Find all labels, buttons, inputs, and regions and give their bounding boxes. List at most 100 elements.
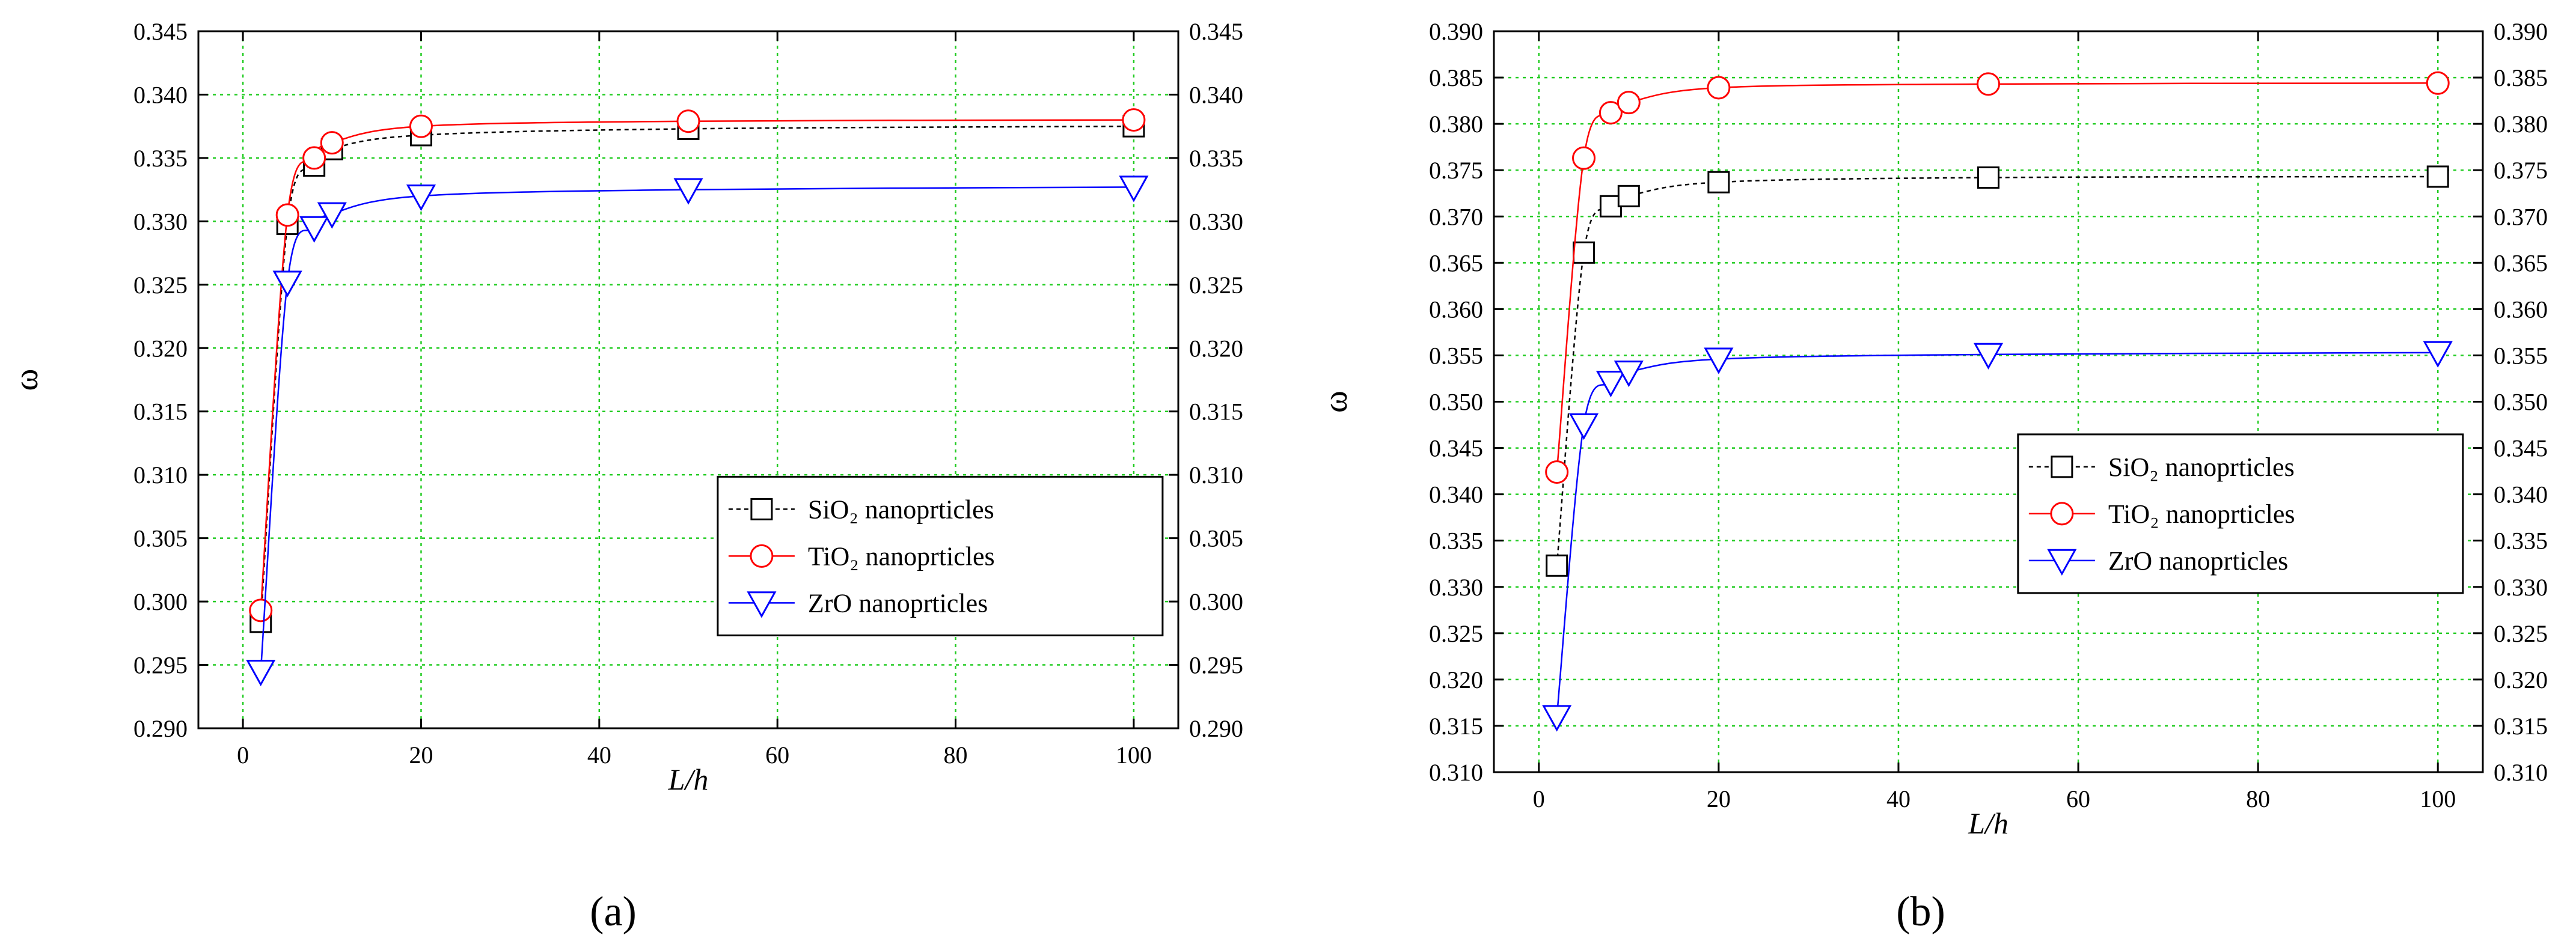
y-tick-label: 0.365: [1429, 249, 1483, 276]
y-tick-label: 0.305: [133, 525, 188, 552]
legend-label: ZrO nanoprticles: [808, 588, 988, 618]
triangle-marker: [1542, 705, 1572, 732]
legend: SiO₂ nanoprticles TiO₂ nanoprticles ZrO na…: [717, 475, 1164, 636]
circle-marker: [1707, 76, 1731, 100]
legend-triangle-marker: [2047, 549, 2077, 576]
panel-label: (a): [590, 889, 637, 935]
series-0: [1546, 165, 2449, 577]
y-tick-label: 0.385: [1429, 64, 1483, 91]
y-tick-label: 0.380: [1429, 111, 1483, 138]
triangle-marker: [673, 178, 703, 205]
x-tick-label: 20: [409, 741, 433, 769]
circle-marker: [1977, 72, 2000, 96]
grid: [1494, 31, 2483, 772]
y-tick-label-right: 0.295: [1189, 652, 1243, 679]
triangle-marker: [406, 184, 436, 212]
y-tick-label: 0.320: [133, 335, 188, 362]
y-tick-label-right: 0.360: [2494, 296, 2548, 323]
x-tick-label: 40: [587, 741, 611, 769]
y-tick-label-right: 0.370: [2494, 203, 2548, 230]
y-tick-label-right: 0.385: [2494, 64, 2548, 91]
y-tick-label-right: 0.345: [2494, 435, 2548, 462]
y-tick-label: 0.345: [1429, 435, 1483, 462]
series-line: [1556, 352, 2438, 717]
circle-marker: [1617, 91, 1641, 115]
triangle-marker: [1119, 175, 1149, 202]
y-tick-label: 0.335: [1429, 528, 1483, 555]
x-tick-label: 40: [1886, 785, 1911, 812]
x-tick-label: 0: [1533, 785, 1545, 812]
y-tick-label-right: 0.340: [1189, 81, 1243, 108]
triangle-marker: [1595, 371, 1626, 398]
legend-square-marker: [2051, 455, 2073, 478]
square-marker: [1546, 554, 1568, 577]
x-axis-label: L/h: [1968, 806, 2008, 840]
triangle-marker: [1704, 347, 1734, 374]
square-marker: [1707, 171, 1730, 193]
legend-circle-marker: [2050, 502, 2074, 526]
plot-frame: [197, 30, 1179, 729]
x-axis-label: L/h: [668, 763, 709, 796]
series-2: [1542, 341, 2453, 732]
circle-marker: [676, 109, 700, 133]
y-tick-label-right: 0.340: [2494, 481, 2548, 508]
y-tick-label: 0.355: [1429, 342, 1483, 369]
triangle-marker: [1973, 343, 2004, 370]
y-tick-label: 0.325: [1429, 620, 1483, 647]
triangle-marker: [272, 270, 302, 297]
series-line: [260, 125, 1134, 622]
y-axis-label: ω: [1317, 391, 1354, 413]
y-tick-label: 0.335: [133, 145, 188, 172]
y-tick-label: 0.360: [1429, 296, 1483, 323]
y-tick-label: 0.340: [1429, 481, 1483, 508]
chart-panel-b: 0 20 40 60 80 100 0.310 0.310 0.315 0.315 0.320 0.3…: [1317, 18, 2548, 935]
y-tick-label: 0.295: [133, 652, 188, 679]
legend-label: SiO₂ nanoprticles: [2108, 452, 2295, 482]
y-tick-label-right: 0.290: [1189, 715, 1243, 742]
circle-marker: [1599, 101, 1623, 125]
y-tick-label-right: 0.315: [2494, 713, 2548, 740]
y-tick-label: 0.390: [1429, 18, 1483, 45]
y-tick-label-right: 0.375: [2494, 157, 2548, 184]
square-marker: [1573, 241, 1595, 264]
legend-circle-marker: [750, 544, 774, 568]
y-tick-label: 0.330: [1429, 574, 1483, 601]
legend-label: ZrO nanoprticles: [2108, 546, 2288, 576]
y-tick-label: 0.340: [133, 81, 188, 108]
square-marker: [1599, 195, 1622, 218]
y-tick-label-right: 0.325: [2494, 620, 2548, 647]
series-1: [1545, 71, 2450, 484]
y-tick-label: 0.300: [133, 588, 188, 615]
y-tick-label: 0.345: [133, 18, 188, 45]
legend-label: TiO₂ nanoprticles: [808, 541, 995, 571]
x-tick-label: 100: [2420, 785, 2456, 812]
series-line: [260, 186, 1134, 672]
y-tick-label: 0.350: [1429, 389, 1483, 416]
legend: SiO₂ nanoprticles TiO₂ nanoprticles ZrO na…: [2017, 433, 2464, 594]
legend-triangle-marker: [747, 591, 777, 618]
circle-marker: [249, 598, 273, 623]
y-tick-label: 0.290: [133, 715, 188, 742]
circle-marker: [2426, 71, 2450, 95]
legend-square-marker: [750, 498, 773, 520]
plot-frame: [1493, 30, 2484, 773]
y-tick-label-right: 0.320: [1189, 335, 1243, 362]
x-tick-label: 20: [1707, 785, 1731, 812]
y-tick-label-right: 0.350: [2494, 389, 2548, 416]
circle-marker: [302, 146, 326, 170]
x-tick-label: 100: [1116, 741, 1152, 769]
series-line: [260, 119, 1134, 610]
y-tick-label-right: 0.310: [2494, 759, 2548, 786]
y-tick-label-right: 0.365: [2494, 249, 2548, 276]
x-tick-label: 80: [944, 741, 968, 769]
y-tick-label: 0.315: [133, 398, 188, 425]
triangle-marker: [2423, 341, 2453, 368]
y-tick-label-right: 0.305: [1189, 525, 1243, 552]
x-tick-label: 0: [237, 741, 249, 769]
x-tick-label: 60: [2066, 785, 2090, 812]
circle-marker: [1545, 460, 1569, 484]
square-marker: [1617, 184, 1640, 207]
y-tick-label: 0.370: [1429, 203, 1483, 230]
y-tick-label: 0.325: [133, 272, 188, 299]
